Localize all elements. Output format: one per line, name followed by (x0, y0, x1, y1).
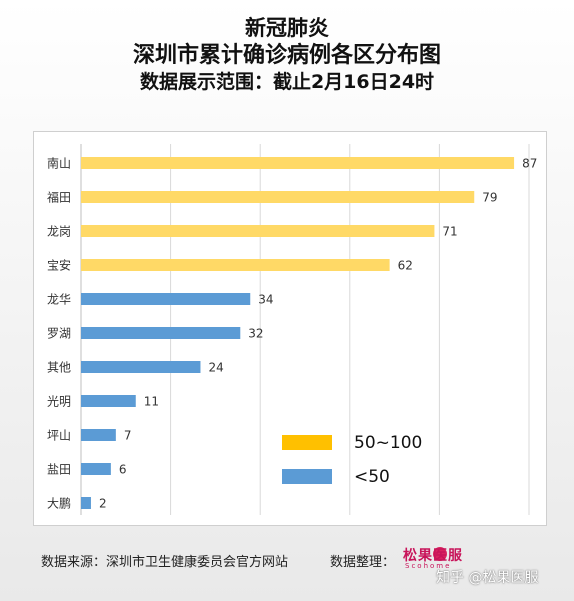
category-label-0: 南山 (47, 156, 71, 171)
bar-4 (81, 293, 251, 305)
bar-10 (81, 497, 91, 509)
category-label-10: 大鹏 (47, 497, 71, 511)
chart-subtitle: 深圳市累计确诊病例各区分布图 (132, 43, 441, 69)
bar-1 (81, 191, 475, 203)
category-label-7: 光明 (47, 395, 71, 409)
category-label-9: 盐田 (47, 463, 71, 477)
legend-swatch-1 (282, 469, 332, 484)
category-label-8: 坪山 (47, 429, 71, 443)
brand-logo: 松果医服 Scohome (403, 545, 478, 573)
bar-7 (81, 395, 136, 407)
data-source-text: 数据来源：深圳市卫生健康委员会官方网站 (41, 555, 289, 570)
bar-chart: 南山 87 福田 79 龙岗 71 宝安 62 龙华 34 罗湖 32 其他 24 光明 11 坪山 7 盐田 6 大鹏… (47, 144, 537, 515)
bar-8 (81, 429, 116, 441)
value-label-7: 11 (144, 395, 159, 409)
legend-swatch-0 (282, 435, 332, 450)
value-label-6: 24 (208, 361, 223, 375)
value-label-4: 34 (258, 293, 273, 307)
bar-2 (81, 225, 435, 237)
value-label-5: 32 (248, 327, 263, 341)
logo-mark-icon (433, 547, 447, 561)
value-label-9: 6 (119, 463, 127, 477)
category-label-4: 龙华 (47, 293, 71, 307)
logo-text: 松果医服 (403, 548, 463, 564)
bar-5 (81, 327, 241, 339)
legend-label-0: 50~100 (354, 433, 422, 453)
value-label-1: 79 (482, 191, 497, 205)
bar-0 (81, 157, 515, 169)
bar-9 (81, 463, 111, 475)
value-label-2: 71 (442, 225, 457, 239)
category-label-2: 龙岗 (47, 225, 71, 239)
plot-area: 南山 87 福田 79 龙岗 71 宝安 62 龙华 34 罗湖 32 其他 24 光明 11 坪山 7 盐田 6 大鹏… (33, 131, 547, 526)
bar-6 (81, 361, 201, 373)
logo-subtext: Scohome (405, 562, 452, 570)
chart-date-range: 数据展示范围：截止2月16日24时 (139, 71, 435, 94)
value-label-0: 87 (522, 157, 537, 171)
legend-label-1: <50 (354, 467, 390, 487)
category-label-6: 其他 (47, 361, 71, 375)
category-label-1: 福田 (47, 190, 71, 205)
data-compiled-label: 数据整理： (330, 555, 396, 570)
value-label-10: 2 (99, 497, 107, 511)
watermark: 知乎 @松果医服 (436, 570, 539, 586)
category-label-3: 宝安 (47, 258, 71, 273)
bar-3 (81, 259, 390, 271)
footer: 数据来源：深圳市卫生健康委员会官方网站 数据整理： (0, 548, 574, 572)
category-label-5: 罗湖 (47, 326, 71, 341)
value-label-3: 62 (398, 259, 413, 273)
value-label-8: 7 (124, 429, 132, 443)
chart-title: 新冠肺炎 (245, 16, 329, 40)
chart-title-block: 新冠肺炎 深圳市累计确诊病例各区分布图 数据展示范围：截止2月16日24时 (0, 16, 574, 94)
